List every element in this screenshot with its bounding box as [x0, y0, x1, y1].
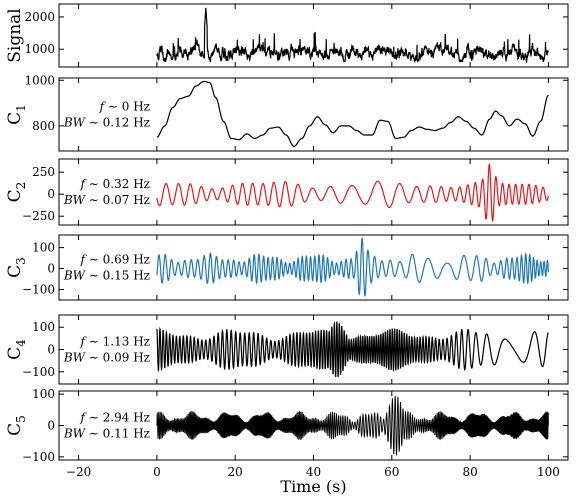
series-line-c5	[156, 395, 549, 456]
annotation-bandwidth-c2: BW ∼ 0.07 Hz	[63, 193, 150, 207]
ytick-label-c3-2: 100	[32, 241, 55, 255]
series-line-c2	[156, 163, 550, 222]
series-line-c4	[156, 321, 549, 378]
xtick-label-3: 40	[306, 465, 321, 479]
panel-c3: −100 0 100 C3 f ∼ 0.69 Hz BW ∼ 0.15 Hz	[5, 234, 569, 301]
ytick-label-c1-1: 1000	[24, 73, 55, 87]
ylabel-c3: C3	[5, 257, 28, 278]
annotation-frequency-c4: f ∼ 1.13 Hz	[80, 335, 150, 349]
ylabel-c5: C5	[5, 415, 28, 436]
x-axis-label: Time (s)	[280, 477, 346, 496]
series-line-c1	[156, 80, 549, 148]
xtick-label-0: −20	[66, 465, 91, 479]
ylabel-c4: C4	[5, 339, 28, 360]
ytick-label-c5-1: 0	[47, 419, 55, 433]
annotation-frequency-c5: f ∼ 2.94 Hz	[80, 411, 150, 425]
ytick-label-c5-0: −100	[22, 450, 55, 464]
ytick-label-c4-1: 0	[47, 343, 55, 357]
ylabel-signal: Signal	[5, 8, 25, 63]
xtick-label-5: 80	[462, 465, 477, 479]
ytick-label-signal-1: 2000	[24, 10, 55, 24]
ytick-label-c3-1: 0	[47, 262, 55, 276]
ylabel-c1: C1	[5, 104, 28, 125]
ytick-label-c1-0: 800	[32, 119, 55, 133]
panel-c4: −100 0 100 C4 f ∼ 1.13 Hz BW ∼ 0.09 Hz	[5, 314, 569, 385]
annotation-frequency-c1: f ∼ 0 Hz	[99, 100, 150, 114]
annotation-bandwidth-c4: BW ∼ 0.09 Hz	[63, 351, 150, 365]
xtick-label-1: 0	[153, 465, 161, 479]
ytick-label-c4-0: −100	[22, 365, 55, 379]
panel-c1: 800 1000 C1 f ∼ 0 Hz BW ∼ 0.12 Hz	[5, 73, 569, 152]
annotation-bandwidth-c3: BW ∼ 0.15 Hz	[63, 269, 150, 283]
annotation-frequency-c3: f ∼ 0.69 Hz	[80, 253, 150, 267]
ytick-label-c2-2: 250	[32, 165, 55, 179]
panel-c2: −250 0 250 C2 f ∼ 0.32 Hz BW ∼ 0.07 Hz	[5, 158, 569, 226]
ytick-label-c5-2: 100	[32, 387, 55, 401]
ytick-label-c3-0: −100	[22, 283, 55, 297]
xtick-label-4: 60	[384, 465, 399, 479]
ytick-label-c2-1: 0	[47, 187, 55, 201]
ytick-label-c4-2: 100	[32, 320, 55, 334]
ylabel-c2: C2	[5, 182, 28, 203]
annotation-frequency-c2: f ∼ 0.32 Hz	[80, 177, 150, 191]
annotation-bandwidth-c1: BW ∼ 0.12 Hz	[63, 116, 150, 130]
series-line-signal	[156, 7, 550, 64]
xtick-label-2: 20	[228, 465, 243, 479]
annotation-bandwidth-c5: BW ∼ 0.11 Hz	[63, 427, 150, 441]
ytick-label-c2-0: −250	[22, 209, 55, 223]
xtick-label-6: 100	[537, 465, 560, 479]
axes-frame-c1	[58, 77, 569, 152]
panel-c5: −100 0 100 C5 f ∼ 2.94 Hz BW ∼ 0.11 Hz	[5, 387, 569, 464]
series-line-c3	[156, 236, 550, 297]
ytick-label-signal-0: 1000	[24, 42, 55, 56]
